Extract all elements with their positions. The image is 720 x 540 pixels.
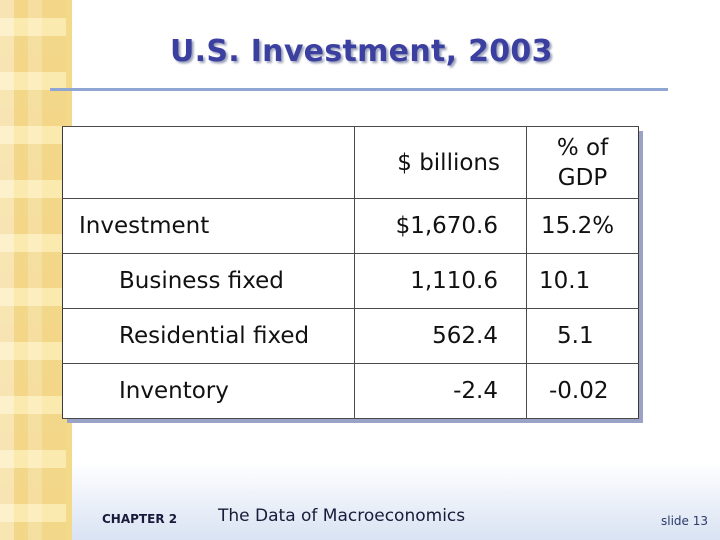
row-percent: 15.2% <box>526 198 639 254</box>
row-percent: -0.02 <box>526 363 639 419</box>
investment-table: $ billions % of GDP Investment $1,670.6 … <box>62 126 639 419</box>
table-row: Investment $1,670.6 15.2% <box>62 198 639 254</box>
table-row: Inventory -2.4 -0.02 <box>62 363 639 419</box>
row-amount: -2.4 <box>354 363 527 419</box>
title-divider <box>50 88 668 91</box>
header-percent-line2: GDP <box>557 164 608 191</box>
header-amount: $ billions <box>354 126 527 199</box>
table-row: Business fixed 1,110.6 10.1 <box>62 253 639 309</box>
header-percent-line1: % of <box>556 134 609 161</box>
row-label: Inventory <box>62 363 355 419</box>
footer-band <box>72 462 720 540</box>
slide-number: slide 13 <box>660 514 708 528</box>
header-category <box>62 126 355 199</box>
row-amount: 1,110.6 <box>354 253 527 309</box>
row-percent: 5.1 <box>526 308 639 364</box>
header-percent: % of GDP <box>526 126 639 199</box>
table-header-row: $ billions % of GDP <box>62 126 639 199</box>
chapter-title: The Data of Macroeconomics <box>218 506 466 526</box>
row-percent: 10.1 <box>526 253 639 309</box>
row-amount: $1,670.6 <box>354 198 527 254</box>
row-label: Investment <box>62 198 355 254</box>
slide-title: U.S. Investment, 2003 <box>170 34 553 69</box>
row-amount: 562.4 <box>354 308 527 364</box>
chapter-label: CHAPTER 2 <box>102 512 178 526</box>
row-label: Residential fixed <box>62 308 355 364</box>
row-label: Business fixed <box>62 253 355 309</box>
table-row: Residential fixed 562.4 5.1 <box>62 308 639 364</box>
